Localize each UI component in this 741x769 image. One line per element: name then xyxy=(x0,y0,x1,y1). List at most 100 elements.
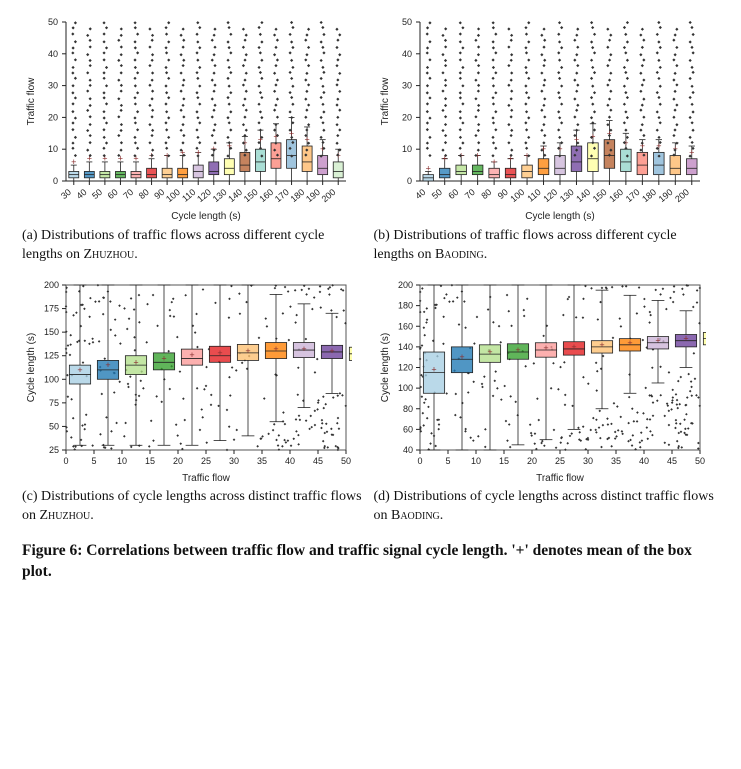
svg-text:+: + xyxy=(273,344,278,354)
svg-text:+: + xyxy=(599,340,604,350)
svg-text:50: 50 xyxy=(401,18,411,27)
svg-text:80: 80 xyxy=(137,187,151,201)
svg-text:130: 130 xyxy=(557,187,575,204)
panel-d: 4060801001201401601802000510152025303540… xyxy=(376,279,720,484)
svg-text:40: 40 xyxy=(401,49,411,59)
svg-text:30: 30 xyxy=(401,81,411,91)
svg-text:190: 190 xyxy=(656,187,674,204)
svg-text:40: 40 xyxy=(285,456,295,466)
svg-text:20: 20 xyxy=(173,456,183,466)
subcaption-row-cd: (c) Distributions of cycle lengths acros… xyxy=(22,488,719,526)
svg-text:30: 30 xyxy=(229,456,239,466)
subcaption-a-text: Distributions of traffic flows across di… xyxy=(22,228,324,262)
svg-text:+: + xyxy=(77,365,82,375)
svg-text:20: 20 xyxy=(48,112,58,122)
svg-text:170: 170 xyxy=(623,187,641,204)
svg-text:160: 160 xyxy=(607,187,625,204)
subcaption-a-prefix: (a) xyxy=(22,228,38,243)
svg-text:+: + xyxy=(189,350,194,360)
subcaption-row-ab: (a) Distributions of traffic flows acros… xyxy=(22,227,719,265)
svg-text:20: 20 xyxy=(401,112,411,122)
svg-text:+: + xyxy=(655,335,660,345)
svg-text:150: 150 xyxy=(590,187,608,204)
svg-text:30: 30 xyxy=(48,81,58,91)
svg-text:30: 30 xyxy=(59,187,73,201)
svg-text:200: 200 xyxy=(44,280,59,290)
subcaption-b-text: Distributions of traffic flows across di… xyxy=(374,228,677,262)
svg-text:35: 35 xyxy=(610,456,620,466)
svg-text:+: + xyxy=(491,157,496,167)
subcaption-a: (a) Distributions of traffic flows acros… xyxy=(22,227,368,265)
svg-text:Traffic flow: Traffic flow xyxy=(536,473,585,484)
svg-text:+: + xyxy=(543,343,548,353)
svg-text:70: 70 xyxy=(462,187,476,201)
svg-text:60: 60 xyxy=(106,187,120,201)
svg-text:45: 45 xyxy=(313,456,323,466)
svg-text:Cycle length (s): Cycle length (s) xyxy=(525,211,594,222)
svg-text:140: 140 xyxy=(574,187,592,204)
svg-text:160: 160 xyxy=(397,321,412,331)
svg-text:110: 110 xyxy=(180,187,197,204)
svg-text:40: 40 xyxy=(413,187,427,201)
svg-text:25: 25 xyxy=(554,456,564,466)
svg-text:10: 10 xyxy=(48,144,58,154)
svg-text:0: 0 xyxy=(53,176,58,186)
svg-text:200: 200 xyxy=(320,187,338,204)
panel-b: 01020304050+40+50+60+70+80+90+100+110+12… xyxy=(376,18,720,223)
svg-text:Cycle length (s): Cycle length (s) xyxy=(26,333,37,402)
figure-caption-text: Correlations between traffic flow and tr… xyxy=(22,542,692,581)
svg-text:100: 100 xyxy=(44,374,59,384)
svg-text:175: 175 xyxy=(44,303,59,313)
svg-text:15: 15 xyxy=(145,456,155,466)
svg-text:+: + xyxy=(627,338,632,348)
svg-text:40: 40 xyxy=(75,187,89,201)
svg-text:+: + xyxy=(329,346,334,356)
svg-text:+: + xyxy=(71,157,76,167)
svg-text:110: 110 xyxy=(525,187,542,204)
svg-text:10: 10 xyxy=(470,456,480,466)
subcaption-c-prefix: (c) xyxy=(22,489,38,504)
subcaption-b: (b) Distributions of traffic flows acros… xyxy=(374,227,720,265)
subcaption-d-suffix: . xyxy=(440,508,444,523)
svg-text:+: + xyxy=(245,346,250,356)
svg-text:25: 25 xyxy=(201,456,211,466)
subcaption-a-suffix: . xyxy=(134,247,138,262)
panel-c: 2550751001251501752000510152025303540455… xyxy=(22,279,366,484)
svg-text:200: 200 xyxy=(397,280,412,290)
svg-text:+: + xyxy=(105,360,110,370)
svg-text:+: + xyxy=(487,347,492,357)
svg-text:150: 150 xyxy=(44,327,59,337)
svg-text:90: 90 xyxy=(152,187,166,201)
svg-text:+: + xyxy=(459,352,464,362)
svg-text:140: 140 xyxy=(397,342,412,352)
svg-text:5: 5 xyxy=(445,456,450,466)
svg-text:100: 100 xyxy=(508,187,526,204)
svg-text:+: + xyxy=(571,342,576,352)
svg-text:25: 25 xyxy=(49,445,59,455)
svg-text:35: 35 xyxy=(257,456,267,466)
figure-grid-2: 2550751001251501752000510152025303540455… xyxy=(22,279,719,484)
subcaption-c-dataset: Zhuzhou xyxy=(40,508,91,523)
svg-text:50: 50 xyxy=(341,456,351,466)
figure-grid: 01020304050+30+40+50+60+70+80+90+100+110… xyxy=(22,18,719,223)
svg-text:100: 100 xyxy=(397,383,412,393)
svg-text:60: 60 xyxy=(402,424,412,434)
svg-text:75: 75 xyxy=(49,398,59,408)
svg-text:+: + xyxy=(425,163,430,173)
subcaption-d: (d) Distributions of cycle lengths acros… xyxy=(374,488,720,526)
svg-text:120: 120 xyxy=(541,187,559,204)
svg-text:+: + xyxy=(133,357,138,367)
svg-text:0: 0 xyxy=(63,456,68,466)
svg-text:20: 20 xyxy=(526,456,536,466)
subcaption-b-prefix: (b) xyxy=(374,228,390,243)
svg-text:5: 5 xyxy=(91,456,96,466)
svg-text:+: + xyxy=(301,344,306,354)
svg-text:15: 15 xyxy=(498,456,508,466)
figure-caption: Figure 6: Correlations between traffic f… xyxy=(22,540,719,583)
svg-text:200: 200 xyxy=(673,187,691,204)
figure-number: Figure 6: xyxy=(22,542,82,559)
svg-text:70: 70 xyxy=(121,187,135,201)
svg-text:40: 40 xyxy=(402,445,412,455)
svg-text:50: 50 xyxy=(48,18,58,27)
svg-text:180: 180 xyxy=(397,300,412,310)
